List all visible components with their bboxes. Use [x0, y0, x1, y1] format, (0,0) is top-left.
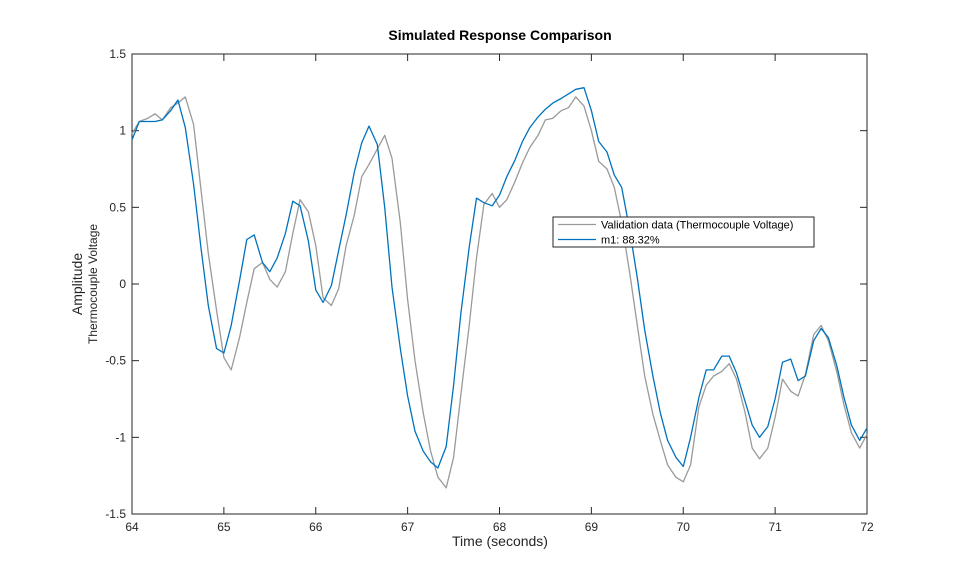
y-axis-label: Amplitude [69, 253, 85, 315]
y-tick-label: -1.5 [105, 507, 126, 521]
legend-box [552, 216, 815, 248]
x-tick-label: 65 [217, 520, 231, 534]
x-tick-label: 68 [493, 520, 507, 534]
legend-label-m1: m1: 88.32% [601, 235, 660, 247]
x-tick-label: 66 [309, 520, 323, 534]
x-tick-label: 70 [677, 520, 691, 534]
y-tick-label: 0.5 [109, 200, 126, 214]
x-tick-label: 71 [768, 520, 782, 534]
axis-ticks: 64 65 66 67 68 69 70 71 72 1.5 1 0.5 0 -0.5 -1 -1.5 [105, 47, 874, 534]
chart-title: Simulated Response Comparison [388, 27, 611, 43]
series-line-validation [131, 96, 868, 489]
x-tick-label: 72 [860, 520, 874, 534]
plot-area: 64 65 66 67 68 69 70 71 72 1.5 1 0.5 0 -0.5 -1 -1.5 [105, 47, 874, 534]
series-line-m1 [131, 87, 868, 469]
y-tick-label: -1 [115, 430, 126, 444]
y-tick-label: -0.5 [105, 354, 126, 368]
y-tick-label: 1.5 [109, 47, 126, 61]
x-tick-label: 69 [585, 520, 599, 534]
axes-box [131, 53, 868, 515]
x-tick-label: 64 [125, 520, 139, 534]
legend[interactable]: Validation data (Thermocouple Voltage) m… [552, 216, 815, 248]
x-axis-label: Time (seconds) [452, 533, 548, 549]
y-tick-label: 1 [119, 124, 126, 138]
series-layer [131, 87, 868, 489]
x-tick-label: 67 [401, 520, 415, 534]
legend-label-validation: Validation data (Thermocouple Voltage) [601, 220, 793, 232]
y-axis-sublabel: Thermocouple Voltage [86, 224, 100, 344]
y-tick-label: 0 [119, 277, 126, 291]
